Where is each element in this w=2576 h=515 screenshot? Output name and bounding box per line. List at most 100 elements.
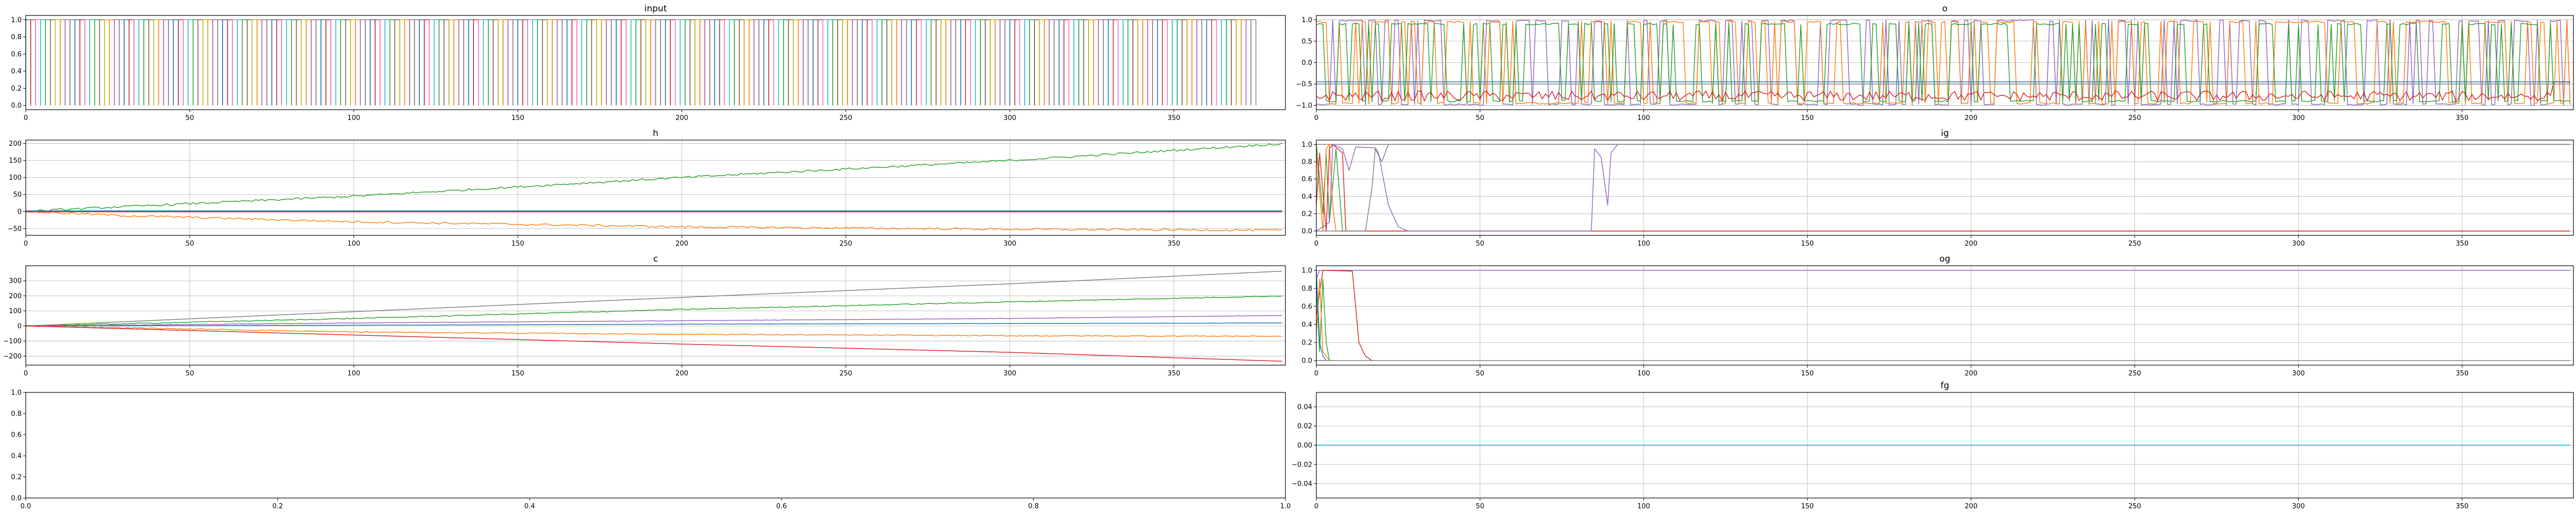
series-group bbox=[26, 19, 1257, 106]
x-tick-label: 200 bbox=[1964, 240, 1977, 248]
x-tick-label: 350 bbox=[2456, 240, 2469, 248]
x-tick-label: 100 bbox=[1637, 240, 1650, 248]
x-tick-label: 50 bbox=[185, 240, 194, 248]
o-series-1 bbox=[1316, 21, 2571, 105]
x-tick-label: 300 bbox=[2292, 240, 2305, 248]
y-tick-label: 0.4 bbox=[11, 453, 22, 460]
axes-frame bbox=[25, 392, 1286, 499]
y-tick-label: 1.0 bbox=[1301, 16, 1312, 24]
x-tick-label: 50 bbox=[1476, 240, 1484, 248]
x-tick-label: 0 bbox=[24, 114, 28, 122]
plot-area bbox=[1316, 266, 2573, 365]
plot-area bbox=[1316, 140, 2573, 235]
plot-area bbox=[26, 392, 1285, 498]
ig-series-5 bbox=[1316, 144, 2570, 232]
y-tick-label: 0 bbox=[18, 322, 22, 330]
y-tick-label: 50 bbox=[13, 191, 22, 199]
x-tick-label: 350 bbox=[1167, 370, 1180, 377]
x-tick-label: 250 bbox=[839, 240, 852, 248]
c-series-3 bbox=[26, 322, 1282, 327]
y-tick-label: 0.8 bbox=[11, 410, 22, 418]
og-series-1 bbox=[1316, 270, 2570, 280]
x-tick-label: 150 bbox=[1801, 114, 1814, 122]
x-tick-label: 350 bbox=[2456, 503, 2469, 510]
o-series-2 bbox=[1316, 23, 2570, 102]
y-tick-label: 0.2 bbox=[1301, 210, 1312, 218]
y-tick-label: 0.6 bbox=[11, 50, 22, 58]
y-tick-label: 0.8 bbox=[1301, 159, 1312, 166]
y-tick-label: 0 bbox=[18, 208, 22, 216]
subplot-fg: 0 50 100 150 200 250 300 350 −0.04 −0.02 0.00 0.02 0… bbox=[1292, 381, 2574, 510]
series-group bbox=[1316, 270, 2570, 361]
y-tick-label: 0.6 bbox=[1301, 303, 1312, 311]
axes-frame bbox=[25, 15, 1286, 110]
y-tick-label: 0.02 bbox=[1297, 423, 1312, 431]
x-tick-label: 250 bbox=[839, 370, 852, 377]
x-tick-label: 150 bbox=[512, 240, 524, 248]
y-tick-label: 1.0 bbox=[1301, 267, 1312, 274]
c-series-5 bbox=[26, 325, 1282, 362]
x-tick-label: 200 bbox=[1964, 114, 1977, 122]
y-tick-label: 0.6 bbox=[1301, 176, 1312, 183]
y-tick-label: −0.5 bbox=[1296, 81, 1312, 89]
x-tick-label: 0 bbox=[1314, 240, 1318, 248]
h-series-0 bbox=[26, 142, 1282, 212]
y-tick-label: 0.5 bbox=[1301, 38, 1312, 45]
y-tick-label: 0.4 bbox=[1301, 321, 1312, 329]
y-tick-label: 0.8 bbox=[11, 33, 22, 41]
subplot-title: og bbox=[1939, 254, 1950, 264]
y-tick-label: 0.04 bbox=[1297, 403, 1312, 411]
x-tick-label: 100 bbox=[347, 370, 360, 377]
x-tick-label: 0 bbox=[1314, 503, 1318, 510]
y-tick-label: 200 bbox=[9, 140, 22, 148]
x-tick-label: 0.4 bbox=[524, 503, 535, 510]
y-tick-label: 0.4 bbox=[11, 68, 22, 76]
x-tick-label: 0.0 bbox=[21, 503, 31, 510]
y-tick-label: 0.0 bbox=[11, 102, 22, 110]
y-tick-label: 1.0 bbox=[11, 16, 22, 24]
subplot-ig: 0 50 100 150 200 250 300 350 0.0 0.2 0.4 0.6 0.8 1.0 i… bbox=[1301, 128, 2574, 248]
axes-frame bbox=[25, 140, 1286, 236]
x-tick-label: 50 bbox=[185, 114, 194, 122]
plot-area bbox=[26, 140, 1285, 235]
x-tick-label: 300 bbox=[2292, 503, 2305, 510]
series-group bbox=[26, 142, 1282, 232]
y-tick-label: 0.4 bbox=[1301, 193, 1312, 201]
x-tick-label: 0 bbox=[1314, 370, 1318, 377]
y-tick-label: −0.04 bbox=[1292, 480, 1312, 488]
y-tick-label: 1.0 bbox=[1301, 141, 1312, 149]
x-tick-label: 250 bbox=[2128, 370, 2141, 377]
y-tick-label: 1.0 bbox=[11, 389, 22, 397]
plot-area bbox=[26, 266, 1285, 365]
y-tick-label: 300 bbox=[9, 278, 22, 285]
x-tick-label: 50 bbox=[185, 370, 194, 377]
y-tick-label: 0.8 bbox=[1301, 285, 1312, 293]
x-tick-label: 100 bbox=[1637, 503, 1650, 510]
y-tick-label: 150 bbox=[9, 157, 22, 165]
x-tick-label: 250 bbox=[2128, 240, 2141, 248]
y-tick-label: −100 bbox=[3, 338, 22, 346]
x-tick-label: 350 bbox=[1167, 240, 1180, 248]
x-tick-label: 250 bbox=[2128, 114, 2141, 122]
h-series-1 bbox=[26, 210, 1282, 232]
subplot-title: o bbox=[1942, 4, 1947, 14]
y-tick-label: 0.2 bbox=[1301, 339, 1312, 347]
x-tick-label: 100 bbox=[1637, 370, 1650, 377]
c-series-0 bbox=[26, 270, 1282, 327]
x-tick-label: 150 bbox=[1801, 370, 1814, 377]
y-tick-label: 0.00 bbox=[1297, 442, 1312, 450]
x-tick-label: 300 bbox=[1004, 370, 1016, 377]
series-group bbox=[1316, 19, 2571, 106]
x-tick-label: 100 bbox=[1637, 114, 1650, 122]
y-tick-label: 100 bbox=[9, 174, 22, 182]
y-tick-label: −200 bbox=[3, 353, 22, 360]
y-tick-label: 0.0 bbox=[1301, 357, 1312, 365]
x-tick-label: 0.2 bbox=[273, 503, 283, 510]
y-tick-label: 0.2 bbox=[11, 85, 22, 93]
subplot-input: 0 50 100 150 200 250 300 350 0.0 0.2 0.4 0.6 0.8 1.0 i… bbox=[11, 4, 1286, 122]
x-tick-label: 200 bbox=[675, 114, 688, 122]
x-tick-label: 150 bbox=[512, 370, 524, 377]
axes-frame bbox=[1316, 265, 2574, 366]
axes-frame bbox=[25, 265, 1286, 366]
